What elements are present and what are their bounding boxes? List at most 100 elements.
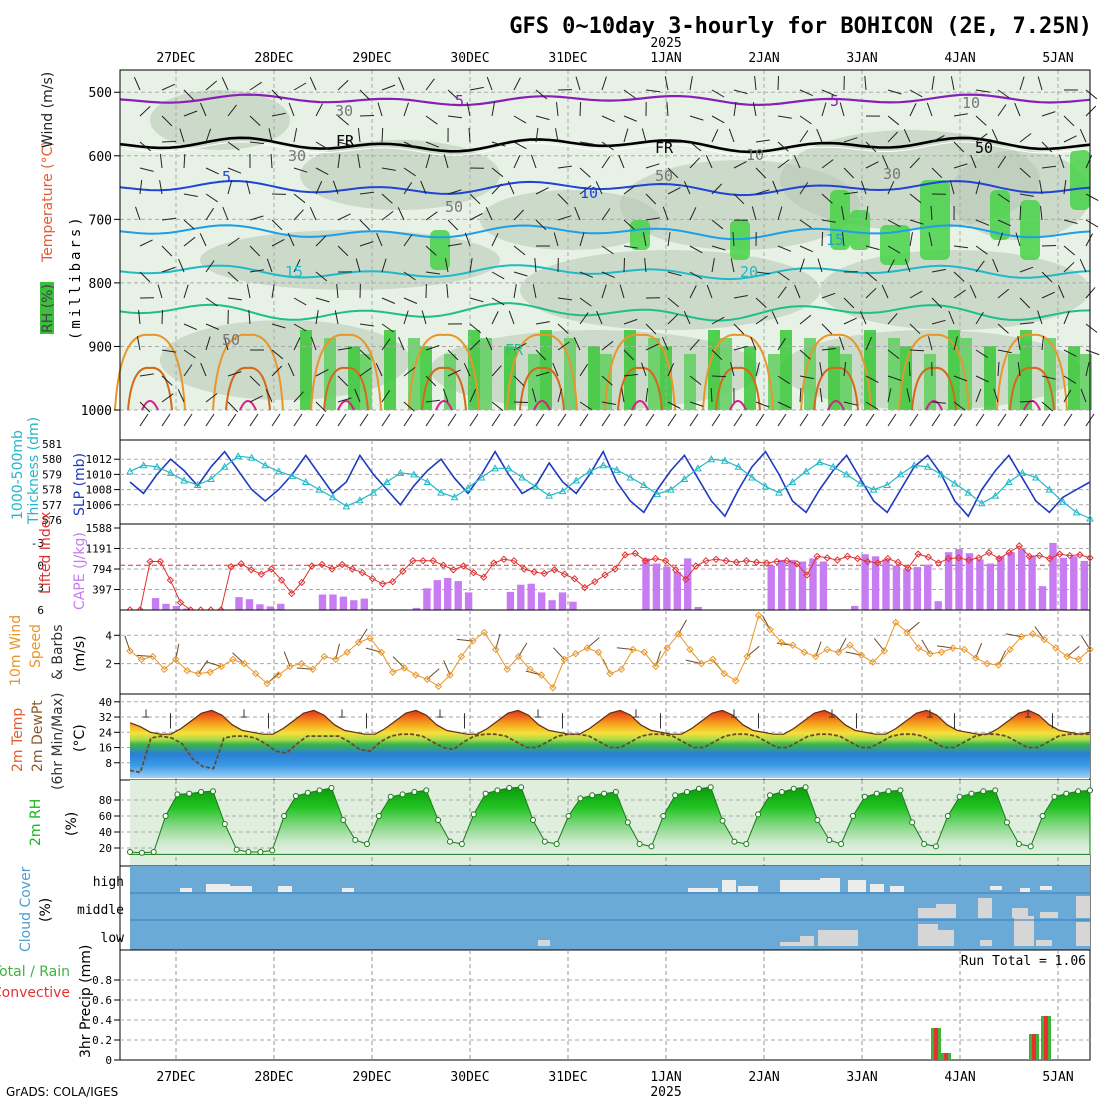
wind-barb	[1063, 375, 1077, 384]
cape-bar	[329, 594, 337, 610]
rh-point	[980, 788, 987, 795]
wind-barb	[953, 141, 965, 153]
wind-speed-point	[263, 679, 271, 688]
wind-barb	[447, 189, 462, 195]
wind-barb	[909, 323, 921, 335]
temperature-contour	[800, 333, 872, 411]
cloud-middle-block	[1076, 896, 1090, 918]
wind-barb	[645, 388, 649, 403]
wind-speed-point	[686, 645, 694, 654]
wind-barb	[535, 115, 550, 121]
wind-barb	[1085, 233, 1093, 247]
dewpt2m-label: 2m DewPt	[30, 700, 46, 772]
cape-bar	[423, 588, 431, 610]
wind-barb	[953, 113, 968, 117]
rh-point	[778, 789, 785, 795]
wind-tick-label: 4	[105, 629, 112, 642]
lifted-index-point	[1005, 548, 1013, 557]
rh-point	[269, 847, 276, 854]
rh-point	[518, 784, 525, 791]
wind-barb	[249, 375, 261, 387]
wind-barb	[1057, 284, 1065, 299]
rh-point	[873, 790, 880, 797]
wind-barb	[221, 77, 229, 91]
wind-barb	[183, 110, 198, 117]
contour-label: 5	[830, 92, 839, 110]
wind-barb	[887, 219, 901, 228]
wind-barb	[398, 76, 405, 91]
cape-bar	[1059, 557, 1068, 610]
wind-barb	[139, 180, 143, 195]
wind-barb	[839, 102, 845, 117]
wind-barb	[315, 103, 323, 117]
wind-barb	[843, 191, 858, 195]
wind-speed-point	[652, 662, 660, 671]
thickness-tick-label: 576	[42, 514, 62, 527]
contour-label: 15	[285, 263, 303, 281]
lifted-index-point	[1035, 551, 1044, 560]
date-label-top: 2JAN	[748, 51, 779, 66]
wind-barb	[621, 388, 625, 403]
wind-barb	[1019, 167, 1031, 178]
cape-bar	[433, 580, 441, 610]
cape-label: CAPE (J/kg)	[72, 532, 88, 610]
wind-speed-point	[789, 641, 797, 649]
wind-barb	[469, 86, 484, 91]
lifted-index-point	[227, 563, 235, 571]
precip-convective-bar	[934, 1028, 938, 1060]
temp2m-panel: 40 32 24 16 8 2m Temp 2m DewPt (6hr Min/Max)…	[10, 693, 1091, 790]
cape-bar	[1028, 555, 1036, 610]
rh-point	[198, 789, 205, 795]
rh-point	[755, 811, 762, 818]
wind-barb	[997, 104, 1007, 117]
cape-bar	[1038, 586, 1047, 610]
temp-tick-label: 32	[99, 711, 112, 724]
rh-point	[648, 843, 655, 850]
precip-tick-label: 0	[105, 1054, 112, 1067]
temperature-contour	[239, 400, 257, 411]
wind-barb	[909, 193, 922, 204]
top-date-axis: 27DEC 28DEC 29DEC 30DEC 31DEC 1JAN 2JAN 3JAN 4JA…	[156, 51, 1073, 66]
wind-barb	[667, 232, 671, 247]
wind-barb	[199, 233, 207, 247]
lifted-index-point	[985, 548, 993, 557]
wind-tick-label: 2	[105, 658, 112, 671]
wind-barb	[953, 271, 965, 282]
wind-barb	[799, 245, 814, 253]
wind-speed-line	[129, 614, 1091, 689]
wind-barb	[710, 387, 713, 403]
rh-point	[612, 789, 619, 795]
wind-barb	[975, 375, 989, 383]
lifted-index-point	[944, 554, 953, 563]
wind-barb	[271, 112, 286, 117]
wind-barb	[271, 365, 283, 377]
wind-barb	[315, 271, 328, 282]
lifted-index-point	[520, 565, 528, 573]
wind-barb	[466, 102, 471, 117]
temperature-contour	[421, 366, 467, 411]
rh-point	[162, 813, 169, 819]
wind-barb	[645, 163, 660, 169]
rh-shading-cell	[744, 346, 756, 410]
wind-barb	[381, 167, 396, 171]
lifted-index-point	[166, 576, 175, 584]
li-tick-label: 0	[37, 559, 44, 572]
wind-speed-point	[1017, 632, 1026, 641]
wind-barb	[359, 191, 374, 195]
wind-barb	[881, 284, 889, 299]
rh-point	[909, 819, 916, 826]
wind-barb	[1019, 205, 1022, 221]
thickness-point	[612, 465, 621, 473]
thickness-point	[1059, 497, 1067, 505]
wind-barb	[359, 413, 369, 427]
wind-barb	[535, 187, 549, 195]
wind-barb	[711, 245, 726, 251]
wind-barb	[601, 271, 616, 279]
wind-barb	[601, 401, 616, 405]
wind-barb	[287, 362, 295, 377]
rh-point	[470, 811, 477, 818]
wind-barb	[271, 238, 285, 247]
wind-barb	[799, 182, 809, 195]
wind-barb	[997, 413, 1007, 427]
